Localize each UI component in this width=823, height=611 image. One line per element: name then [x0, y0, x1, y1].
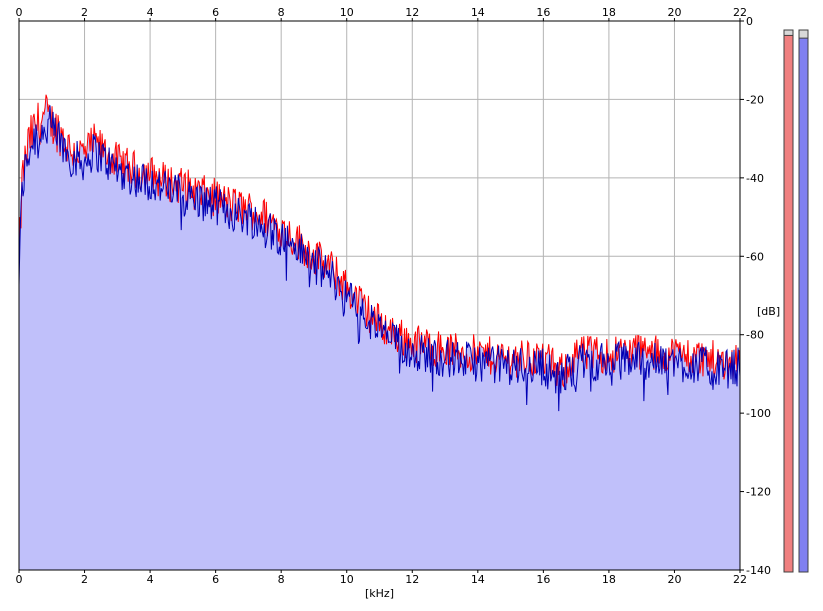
y-tick-3: -60	[746, 250, 764, 263]
y-tick-6: -120	[746, 486, 771, 499]
x-tick-bottom-11: 22	[733, 573, 747, 586]
x-tick-top-9: 18	[602, 6, 616, 19]
x-tick-top-3: 6	[212, 6, 219, 19]
x-tick-bottom-0: 0	[16, 573, 23, 586]
y-tick-4: -80	[746, 329, 764, 342]
y-ticks: 0 -20 -40 -60 -80 -100 -120 -140	[740, 15, 771, 577]
x-tick-top-1: 2	[81, 6, 88, 19]
right-level-meter	[798, 37, 809, 573]
x-tick-bottom-3: 6	[212, 573, 219, 586]
y-axis-label: [dB]	[757, 305, 780, 318]
x-tick-bottom-8: 16	[536, 573, 550, 586]
spectrum-fill-area	[19, 94, 740, 570]
y-tick-2: -40	[746, 172, 764, 185]
x-tick-top-7: 14	[471, 6, 485, 19]
x-ticks-top: 0 2 4 6 8 10 12 14 16 18 20 22	[16, 6, 747, 21]
x-tick-bottom-2: 4	[147, 573, 154, 586]
y-tick-7: -140	[746, 564, 771, 577]
plot-frame	[18, 20, 741, 571]
x-ticks-bottom: 0 2 4 6 8 10 12 14 16 18 20 22	[16, 570, 747, 586]
left-level-meter	[783, 34, 794, 573]
x-tick-top-6: 12	[405, 6, 419, 19]
x-tick-top-8: 16	[536, 6, 550, 19]
x-axis-label: [kHz]	[365, 587, 394, 600]
x-tick-bottom-9: 18	[602, 573, 616, 586]
right-channel-line	[18, 105, 741, 412]
x-tick-top-0: 0	[16, 6, 23, 19]
x-tick-bottom-6: 12	[405, 573, 419, 586]
x-tick-bottom-5: 10	[340, 573, 354, 586]
x-tick-top-4: 8	[278, 6, 285, 19]
level-meters	[783, 29, 809, 573]
left-channel-line	[18, 94, 741, 388]
x-tick-bottom-10: 20	[667, 573, 681, 586]
x-tick-top-5: 10	[340, 6, 354, 19]
x-tick-bottom-7: 14	[471, 573, 485, 586]
x-tick-bottom-1: 2	[81, 573, 88, 586]
spectrum-area	[19, 94, 740, 570]
x-tick-top-10: 20	[667, 6, 681, 19]
x-tick-top-11: 22	[733, 6, 747, 19]
y-tick-0: 0	[746, 15, 753, 28]
spectrum-series	[18, 94, 741, 412]
y-tick-1: -20	[746, 93, 764, 106]
y-tick-5: -100	[746, 407, 771, 420]
x-tick-top-2: 4	[147, 6, 154, 19]
x-tick-bottom-4: 8	[278, 573, 285, 586]
